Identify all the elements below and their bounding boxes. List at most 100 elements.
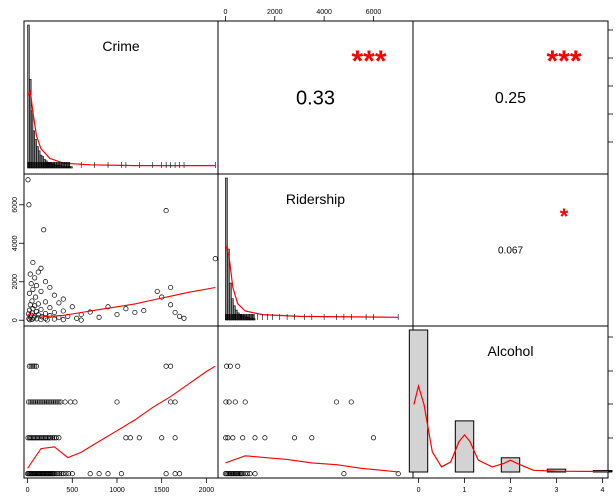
scatter-point (51, 309, 57, 316)
scatter-point (30, 286, 36, 292)
scatter-point (223, 435, 229, 441)
x-tick-label: 2 (509, 487, 513, 494)
scatter-point (245, 471, 251, 477)
scatter-point (159, 435, 165, 441)
y-tick-label: 4000 (12, 235, 19, 251)
scatter-point (53, 471, 59, 477)
scatter-point (43, 399, 49, 405)
scatter-point (232, 399, 238, 405)
density-line (224, 243, 399, 318)
scatter-point (60, 308, 66, 314)
scatter-point (38, 306, 44, 313)
scatter-point (38, 288, 44, 294)
scatter-point (72, 399, 78, 405)
x-tick-label: 0 (26, 487, 30, 494)
scatter-point (341, 471, 347, 477)
scatter-point (30, 259, 36, 266)
scatter-point (42, 435, 49, 441)
x-tick-label: 2000 (199, 487, 215, 494)
panel-content: Crime Ridership Alcohol 0.33 *** 0.25 *** 0.067… (25, 24, 613, 477)
scatter-point (42, 299, 49, 305)
scatter-point (48, 435, 54, 441)
scatter-point (230, 435, 236, 441)
panel-frame (23, 173, 219, 327)
scatter-point (168, 399, 174, 405)
scatter-point (226, 399, 232, 405)
scatter-point (235, 471, 241, 477)
scatter-point (370, 435, 377, 441)
scatter-panel (222, 363, 401, 477)
y-tick-label: 0 (12, 318, 19, 322)
scatter-point (240, 471, 246, 477)
correlation-cell: 0.067 * (498, 204, 569, 257)
scatter-point (38, 265, 44, 271)
scatter-point (38, 316, 44, 323)
scatter-point (105, 471, 111, 477)
y-tick-label: 6000 (12, 197, 19, 213)
scatter-point (32, 275, 38, 281)
scatter-point (240, 435, 246, 441)
scatter-point (27, 399, 33, 405)
scatter-point (29, 316, 35, 322)
diagonal-panel-crime: Crime (27, 24, 216, 169)
scatter-point (114, 311, 120, 318)
scatter-point (123, 306, 129, 312)
loess-line (27, 286, 216, 317)
scatter-point (247, 471, 253, 477)
correlation-cell: 0.33 *** (296, 45, 387, 110)
correlation-value: 0.33 (296, 88, 335, 110)
scatter-point (141, 308, 147, 314)
scatter-point (227, 363, 233, 369)
scatter-point (28, 363, 34, 369)
scatter-point (212, 256, 218, 262)
significance-stars: *** (351, 45, 386, 78)
scatter-point (56, 435, 62, 441)
variable-label-alcohol: Alcohol (488, 343, 534, 359)
scatter-point (33, 435, 39, 441)
scatter-point (28, 281, 34, 287)
scatter-point (33, 294, 39, 300)
scatter-point (42, 310, 49, 317)
x-tick-label: 2000 (267, 9, 283, 16)
scatter-point (27, 302, 33, 308)
scatter-point (33, 283, 40, 289)
scatter-point (56, 300, 62, 306)
scatter-point (44, 317, 50, 323)
scatter-point (118, 471, 124, 477)
scatter-point (51, 316, 57, 322)
scatter-point (37, 435, 43, 441)
scatter-point (35, 269, 41, 275)
scatter-point (33, 399, 39, 405)
scatter-point (69, 471, 75, 477)
scatter-point (60, 471, 66, 477)
x-tick-label: 1 (463, 487, 467, 494)
scatter-point (225, 435, 231, 441)
scatter-point (333, 399, 340, 405)
scatter-point (25, 399, 32, 405)
scatter-point (31, 399, 37, 405)
scatter-point (34, 399, 40, 405)
scatter-point (60, 296, 66, 302)
scatter-point (57, 471, 63, 477)
scatter-point (168, 302, 174, 308)
scatter-point (44, 435, 50, 441)
scatter-point (238, 471, 244, 477)
scatter-point (32, 363, 38, 369)
scatter-point (26, 316, 32, 322)
scatter-point (74, 315, 80, 321)
scatter-point (172, 309, 178, 316)
scatter-point (49, 399, 55, 405)
scatter-point (154, 288, 160, 294)
scatter-point (62, 399, 68, 405)
scatter-point (47, 284, 53, 291)
diagonal-panel-alcohol: Alcohol (408, 329, 613, 473)
histogram-bar (454, 420, 475, 473)
x-tick-label: 6000 (366, 9, 382, 16)
x-tick-label: 4 (601, 487, 605, 494)
scatter-point (26, 435, 32, 441)
scatter-panel (25, 177, 218, 323)
significance-stars: * (560, 204, 569, 229)
scatter-point (235, 363, 241, 369)
